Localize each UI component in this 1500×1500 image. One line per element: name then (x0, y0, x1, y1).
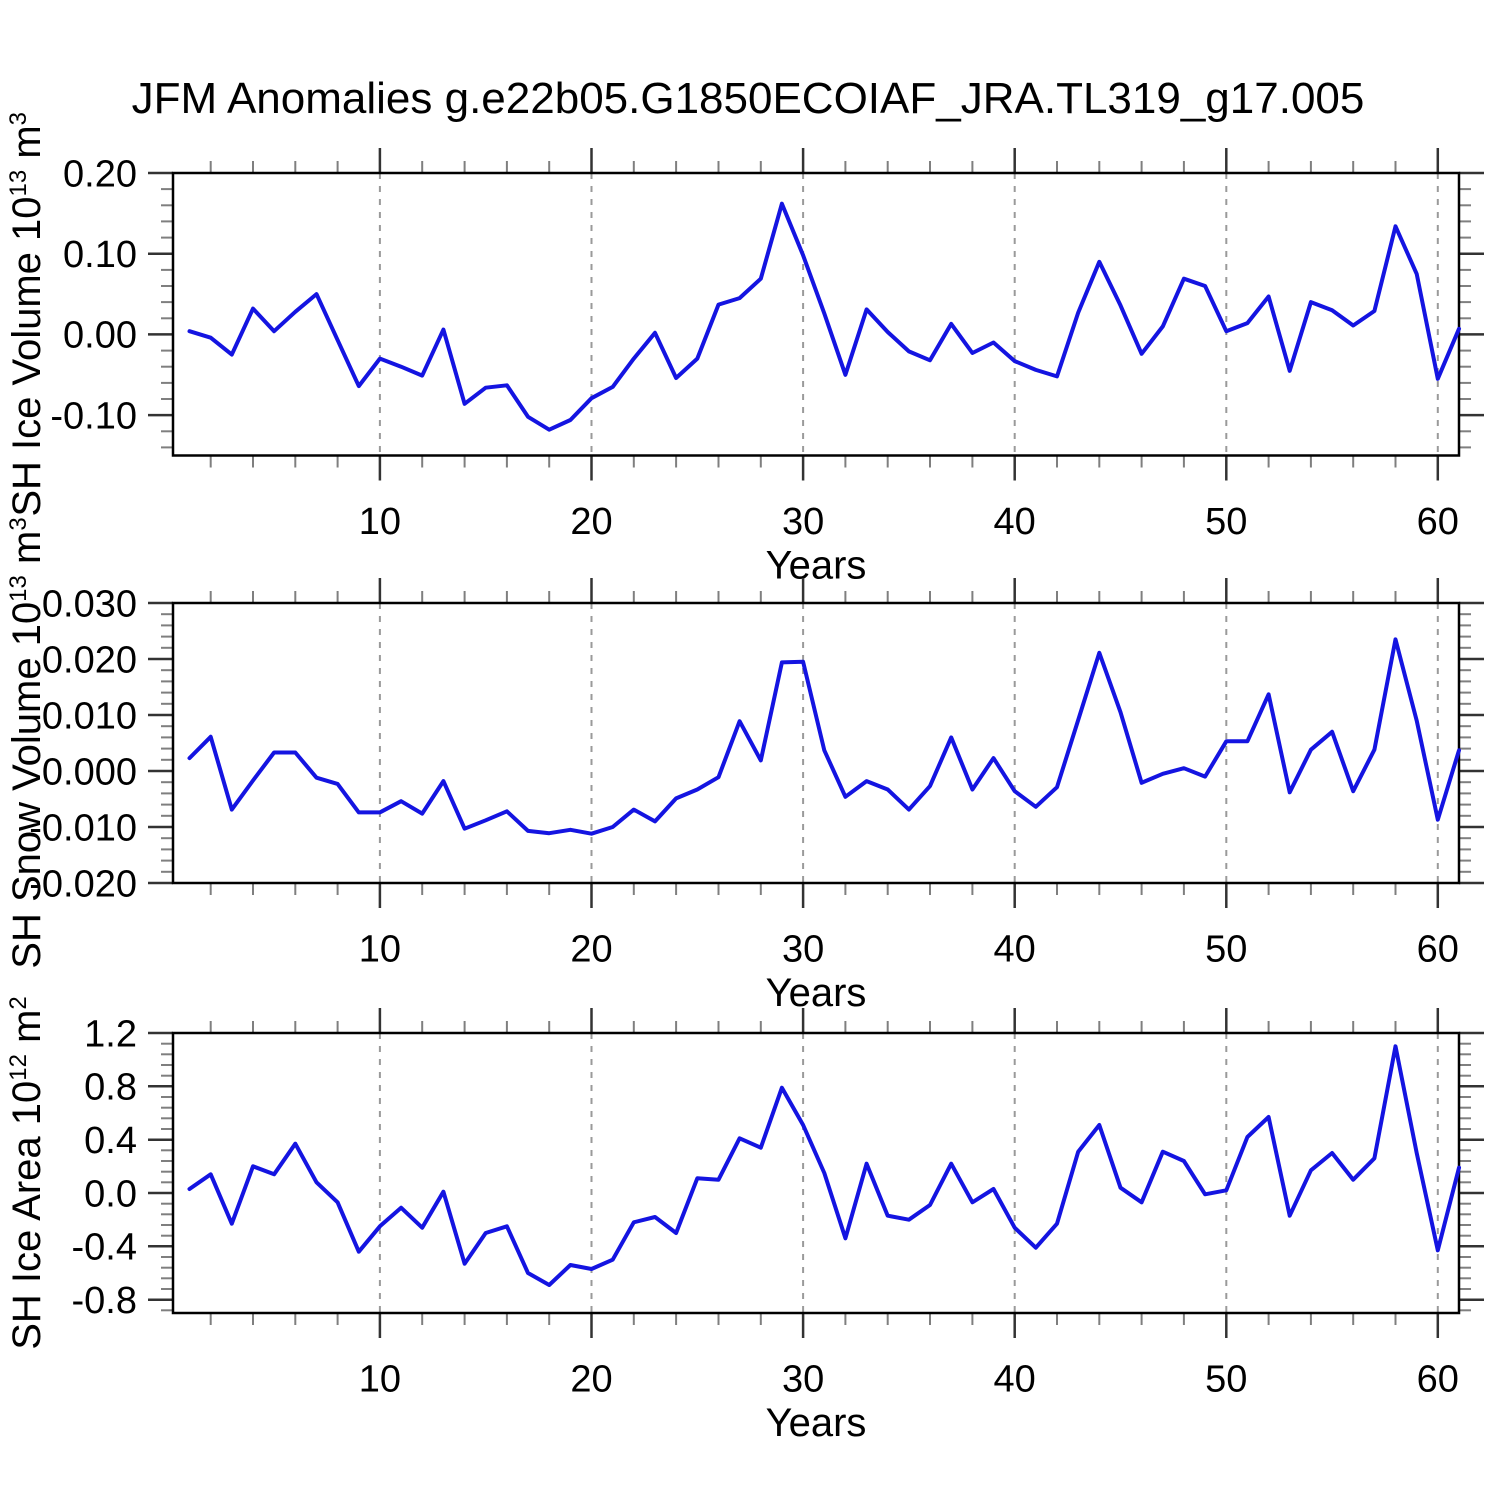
data-line-sh-ice-volume (187, 201, 1461, 432)
x-tick-label: 40 (994, 501, 1036, 543)
y-tick-label: 1.2 (84, 1013, 137, 1055)
y-axis-title: SH Ice Volume 1013 m3 (5, 112, 49, 517)
y-tick-label: 0.000 (42, 751, 137, 793)
x-tick-label: 20 (570, 928, 612, 970)
plot-box (171, 171, 1461, 457)
y-axis-title: SH Ice Area 1012 m2 (5, 996, 49, 1350)
x-tick-label: 50 (1205, 1358, 1247, 1400)
y-tick-label: 0.020 (42, 639, 137, 681)
x-axis-title: Years (766, 971, 867, 1015)
x-axis-title: Years (766, 1401, 867, 1445)
x-tick-label: 40 (994, 1358, 1036, 1400)
x-tick-label: 10 (359, 1358, 401, 1400)
panel-sh-ice-volume: 10 20 30 40 50 60 0.20 0.10 0.00 -0.10 Years SH Ice… (5, 112, 1484, 588)
data-line-sh-ice-area (187, 1044, 1461, 1287)
x-tick-label: 40 (994, 928, 1036, 970)
x-tick-label: 30 (782, 928, 824, 970)
x-tick-label: 60 (1417, 928, 1459, 970)
chart-title: JFM Anomalies g.e22b05.G1850ECOIAF_JRA.T… (132, 74, 1365, 123)
x-tick-label: 10 (359, 928, 401, 970)
y-tick-label: 0.10 (63, 234, 137, 276)
y-tick-label: 0.030 (42, 583, 137, 625)
y-tick-label: -0.10 (50, 395, 137, 437)
y-tick-label: 0.010 (42, 695, 137, 737)
x-tick-label: 50 (1205, 501, 1247, 543)
plot-box (171, 1031, 1461, 1315)
y-axis-title: SH Snow Volume 1013 m3 (5, 517, 49, 968)
x-tick-label: 30 (782, 501, 824, 543)
panel-sh-ice-area: 10 20 30 40 50 60 1.2 0.8 0.4 0.0 -0.4 -0.8 Years SH … (5, 996, 1484, 1445)
panels-group: 10 20 30 40 50 60 0.20 0.10 0.00 -0.10 Years SH Ice… (5, 112, 1484, 1445)
plot-box (171, 601, 1461, 885)
y-tick-label: -0.8 (72, 1280, 137, 1322)
x-tick-label: 50 (1205, 928, 1247, 970)
y-tick-label: 0.4 (84, 1120, 137, 1162)
panel-sh-snow-volume: 10 20 30 40 50 60 0.030 0.020 0.010 0.000 -0.010 -0… (5, 517, 1484, 1015)
y-tick-label: 0.20 (63, 153, 137, 195)
x-tick-label: 10 (359, 501, 401, 543)
y-tick-label: -0.020 (29, 863, 137, 905)
data-line-sh-snow-volume (187, 637, 1461, 836)
y-tick-label: 0.8 (84, 1067, 137, 1109)
x-tick-label: 60 (1417, 1358, 1459, 1400)
y-tick-label: 0.00 (63, 315, 137, 357)
y-tick-label: -0.010 (29, 807, 137, 849)
x-tick-label: 30 (782, 1358, 824, 1400)
y-tick-label: 0.0 (84, 1173, 137, 1215)
x-tick-label: 20 (570, 501, 612, 543)
x-tick-label: 60 (1417, 501, 1459, 543)
x-tick-label: 20 (570, 1358, 612, 1400)
y-tick-label: -0.4 (72, 1227, 137, 1269)
x-axis-title: Years (766, 544, 867, 588)
